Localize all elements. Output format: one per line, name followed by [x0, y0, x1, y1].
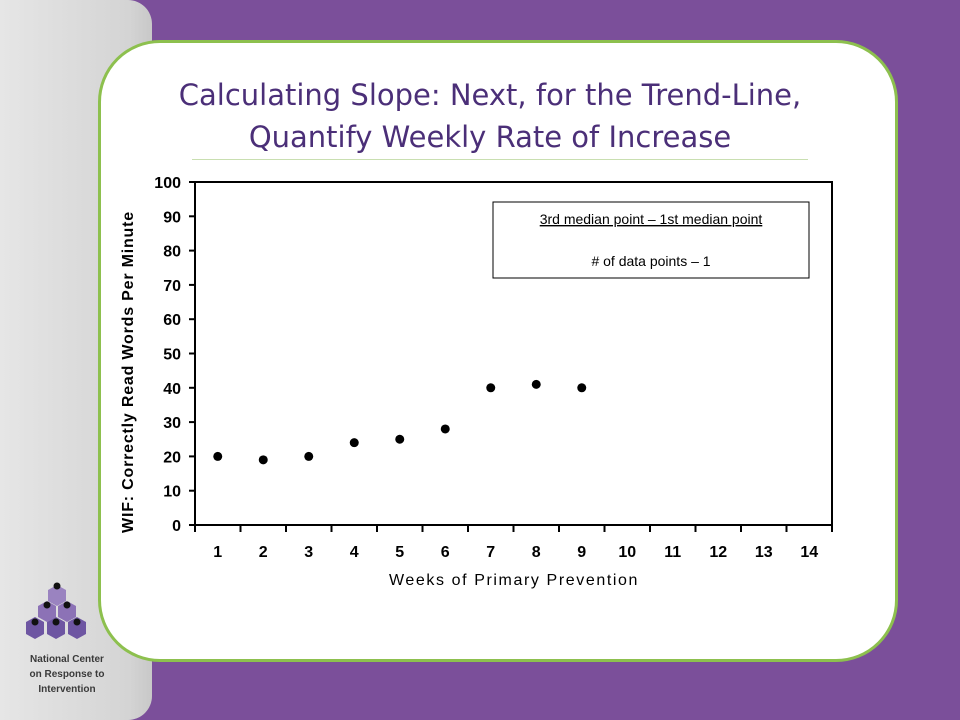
x-axis: 1 2 3 4 5 6 7 8 9 10 11 12 13 14 [194, 525, 833, 561]
data-point [486, 383, 496, 393]
logo-dot [53, 582, 61, 590]
y-tick-label: 10 [163, 484, 181, 501]
y-tick-label: 20 [163, 449, 181, 466]
x-tick-label: 7 [486, 544, 495, 561]
logo-cube [38, 601, 56, 622]
x-tick-label: 10 [618, 544, 636, 561]
formula-denominator: # of data points – 1 [591, 253, 710, 269]
y-axis: 0 10 20 30 40 50 60 70 80 90 100 [154, 175, 195, 535]
data-point [213, 451, 223, 461]
y-tick-label: 90 [163, 209, 181, 226]
title-line-1: Calculating Slope: Next, for the Trend-L… [178, 78, 802, 112]
formula-numerator: 3rd median point – 1st median point [540, 211, 763, 227]
org-name-line-1: National Center [30, 654, 104, 665]
title-line-2: Quantify Weekly Rate of Increase [248, 120, 732, 154]
data-point [531, 379, 541, 389]
x-tick-label: 5 [395, 544, 404, 561]
y-tick-label: 80 [163, 244, 181, 261]
data-point [349, 438, 359, 448]
logo-cube [68, 617, 86, 639]
logo-cube [47, 617, 65, 639]
x-tick-label: 12 [709, 544, 727, 561]
data-series [213, 379, 587, 465]
x-tick-label: 1 [213, 544, 222, 561]
x-axis-label: Weeks of Primary Prevention [389, 572, 639, 589]
content-card [98, 40, 898, 662]
x-tick-label: 3 [304, 544, 313, 561]
x-tick-label: 13 [755, 544, 773, 561]
x-tick-label: 9 [577, 544, 586, 561]
x-tick-label: 11 [664, 544, 681, 561]
y-tick-label: 100 [154, 175, 181, 192]
x-tick-label: 6 [441, 544, 450, 561]
slide-title: Calculating Slope: Next, for the Trend-L… [150, 74, 830, 158]
y-tick-label: 40 [163, 381, 181, 398]
org-logo [26, 582, 86, 639]
formula-box-frame [492, 201, 810, 279]
x-tick-label: 4 [350, 544, 359, 561]
y-tick-label: 0 [172, 518, 181, 535]
logo-cube [26, 617, 44, 639]
y-tick-label: 30 [163, 415, 181, 432]
data-point [440, 424, 450, 434]
x-tick-label: 8 [532, 544, 541, 561]
y-tick-label: 50 [163, 347, 181, 364]
data-point [577, 383, 587, 393]
formula-box: 3rd median point – 1st median point # of… [492, 201, 810, 279]
logo-cube [58, 601, 76, 622]
org-name-line-3: Intervention [38, 684, 96, 695]
data-point [258, 455, 268, 465]
logo-dot [63, 601, 71, 609]
y-tick-label: 70 [163, 278, 181, 295]
logo-dot [43, 601, 51, 609]
y-axis-label: WIF: Correctly Read Words Per Minute [120, 211, 137, 533]
x-tick-label: 14 [800, 544, 818, 561]
logo-dot [73, 618, 81, 626]
x-tick-label: 2 [259, 544, 268, 561]
org-name-line-2: on Response to [29, 669, 105, 680]
title-divider [192, 159, 808, 160]
org-name: National Center on Response to Intervent… [8, 652, 126, 697]
logo-dot [31, 618, 39, 626]
logo-cube [48, 585, 66, 606]
data-point [395, 434, 405, 444]
y-tick-label: 60 [163, 312, 181, 329]
logo-dot [52, 618, 60, 626]
data-point [304, 451, 314, 461]
